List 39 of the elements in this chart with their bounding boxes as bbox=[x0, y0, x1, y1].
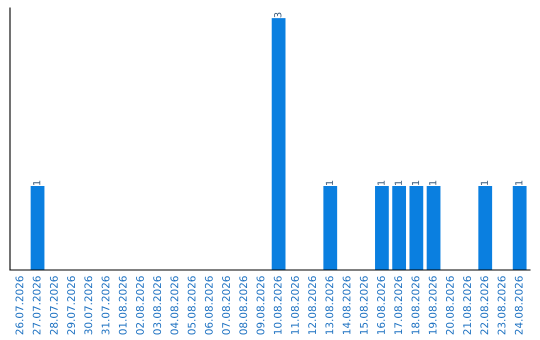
x-tick-label: 13.08.2026 bbox=[325, 276, 334, 334]
x-tick-label: 14.08.2026 bbox=[342, 276, 351, 334]
x-tick-label: 05.08.2026 bbox=[188, 276, 196, 335]
x-tick-label: 06.08.2026 bbox=[204, 276, 213, 335]
x-tick-label: 19.08.2026 bbox=[428, 276, 437, 334]
x-tick-label: 02.08.2026 bbox=[136, 276, 144, 335]
x-tick-label: 24.08.2026 bbox=[514, 276, 523, 334]
x-tick-label: 09.08.2026 bbox=[256, 276, 264, 335]
data-label: 1 bbox=[326, 180, 333, 185]
data-label: 1 bbox=[429, 180, 436, 185]
data-label: 1 bbox=[378, 180, 385, 185]
data-label: 1 bbox=[412, 180, 420, 185]
x-tick-label: 29.07.2026 bbox=[67, 276, 76, 334]
x-tick-label: 28.07.2026 bbox=[50, 276, 58, 334]
data-label: 3 bbox=[274, 12, 282, 18]
x-tick-label: 22.08.2026 bbox=[480, 276, 488, 334]
x-tick-label: 04.08.2026 bbox=[170, 276, 178, 335]
x-tick-label: 08.08.2026 bbox=[239, 276, 248, 335]
x-tick-label: 10.08.2026 bbox=[274, 276, 282, 334]
data-label: 1 bbox=[515, 180, 522, 185]
data-label: 1 bbox=[480, 180, 488, 185]
x-tick-label: 03.08.2026 bbox=[153, 276, 162, 335]
x-tick-label: 17.08.2026 bbox=[394, 276, 402, 334]
x-tick-label: 11.08.2026 bbox=[290, 276, 299, 334]
x-tick-label: 31.07.2026 bbox=[102, 276, 110, 334]
x-tick-label: 20.08.2026 bbox=[446, 276, 454, 334]
x-tick-label: 12.08.2026 bbox=[308, 276, 316, 334]
x-tick-label: 01.08.2026 bbox=[118, 276, 127, 335]
x-tick-label: 18.08.2026 bbox=[412, 276, 420, 334]
data-label: 1 bbox=[394, 180, 402, 185]
x-tick-label: 30.07.2026 bbox=[84, 276, 92, 334]
x-tick-label: 07.08.2026 bbox=[222, 276, 230, 335]
x-tick-label: 15.08.2026 bbox=[360, 276, 368, 334]
x-tick-label: 16.08.2026 bbox=[377, 276, 385, 334]
x-tick-label: 26.07.2026 bbox=[15, 276, 24, 334]
data-label: 1 bbox=[33, 180, 40, 185]
x-tick-label: 23.08.2026 bbox=[498, 276, 506, 334]
x-tick-label: 27.07.2026 bbox=[32, 276, 41, 334]
x-tick-label: 21.08.2026 bbox=[463, 276, 472, 334]
